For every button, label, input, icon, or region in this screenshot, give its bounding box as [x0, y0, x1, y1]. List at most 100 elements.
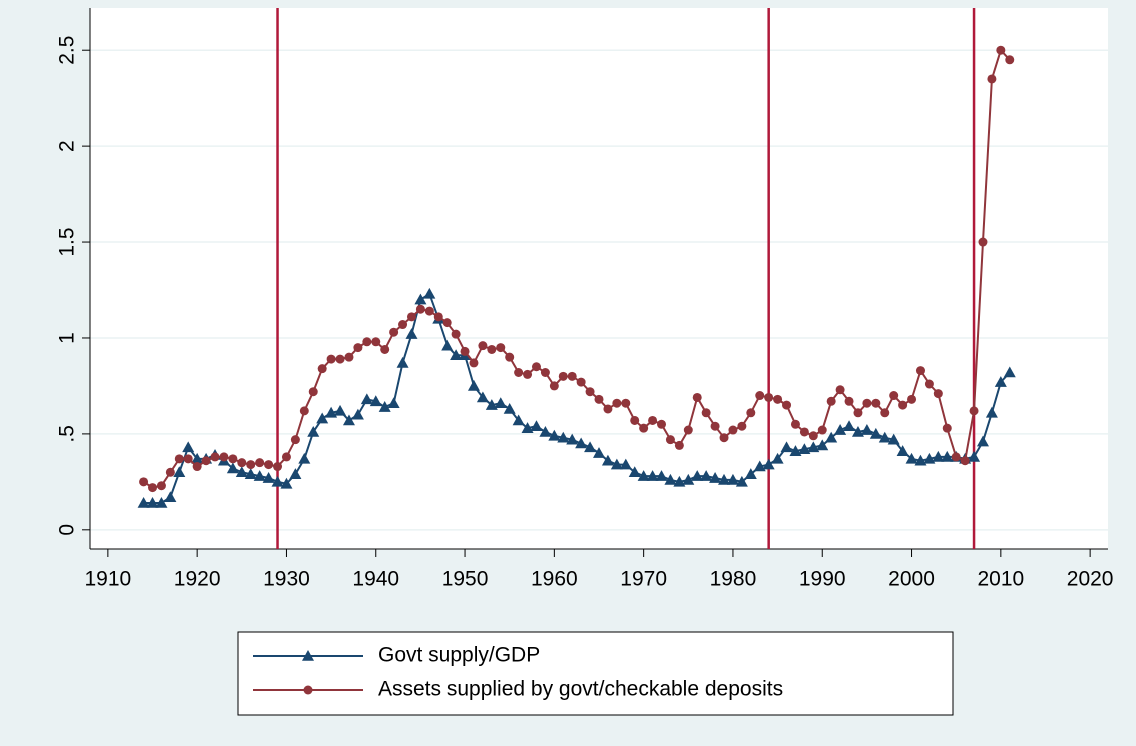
marker: [843, 420, 856, 432]
x-tick-label: 2000: [888, 568, 935, 591]
marker: [610, 458, 623, 470]
marker: [646, 470, 659, 481]
marker: [835, 385, 845, 395]
marker: [487, 344, 497, 354]
marker: [290, 435, 300, 445]
marker: [718, 473, 731, 485]
marker: [985, 406, 998, 418]
marker: [505, 352, 515, 362]
marker: [191, 452, 204, 464]
marker: [709, 472, 722, 483]
marker: [512, 414, 525, 426]
marker: [478, 341, 488, 351]
y-tick-label: 1.5: [56, 227, 79, 256]
marker: [326, 354, 336, 364]
marker: [601, 454, 614, 466]
marker: [594, 394, 604, 404]
marker: [851, 425, 864, 437]
marker: [612, 398, 622, 408]
marker: [1005, 55, 1015, 65]
y-tick-label: 2.5: [56, 36, 79, 65]
marker: [155, 496, 168, 508]
marker: [817, 425, 827, 435]
marker: [380, 344, 390, 354]
marker: [371, 337, 381, 347]
marker: [451, 329, 461, 339]
marker: [378, 401, 391, 412]
marker: [657, 419, 667, 429]
y-tick-label: .5: [56, 425, 79, 443]
x-tick-label: 1970: [620, 568, 667, 591]
marker: [773, 394, 783, 404]
marker: [201, 456, 211, 466]
marker: [951, 452, 961, 462]
y-tick-label: 2: [56, 140, 79, 152]
marker: [905, 452, 918, 464]
marker: [914, 454, 927, 466]
marker: [567, 371, 577, 381]
marker: [271, 475, 284, 487]
marker: [648, 415, 658, 425]
marker: [415, 304, 425, 314]
marker: [307, 425, 320, 437]
marker: [235, 466, 248, 478]
marker: [317, 364, 327, 374]
marker: [737, 421, 747, 431]
marker: [665, 435, 675, 445]
x-tick-label: 2010: [977, 568, 1024, 591]
marker: [753, 460, 766, 472]
marker: [728, 425, 738, 435]
marker: [514, 368, 524, 378]
marker: [405, 328, 418, 339]
marker: [853, 408, 863, 418]
marker: [302, 650, 314, 661]
marker: [253, 470, 266, 481]
marker: [907, 394, 917, 404]
marker: [280, 477, 293, 489]
marker: [871, 398, 881, 408]
marker: [744, 468, 757, 479]
marker: [692, 392, 702, 402]
x-tick-label: 1960: [531, 568, 578, 591]
marker: [799, 427, 809, 437]
marker: [237, 458, 247, 468]
marker: [960, 456, 970, 466]
marker: [496, 343, 506, 353]
marker: [816, 439, 829, 451]
marker: [441, 339, 454, 351]
marker: [584, 441, 597, 453]
marker: [896, 445, 909, 456]
marker: [701, 408, 711, 418]
marker: [246, 460, 256, 470]
marker: [467, 379, 480, 391]
marker: [192, 462, 202, 472]
marker: [182, 441, 195, 453]
marker: [262, 472, 275, 483]
x-tick-label: 1920: [174, 568, 221, 591]
marker: [923, 452, 936, 464]
x-tick-label: 2020: [1067, 568, 1114, 591]
marker: [396, 356, 409, 368]
marker: [746, 408, 756, 418]
marker: [210, 452, 220, 462]
marker: [924, 379, 934, 389]
plot-area: [90, 8, 1108, 549]
marker: [289, 468, 302, 479]
marker: [351, 408, 364, 420]
marker: [682, 473, 695, 485]
marker: [869, 427, 882, 439]
marker: [933, 389, 943, 399]
marker: [316, 412, 329, 424]
marker: [530, 420, 543, 432]
marker: [691, 470, 704, 481]
x-tick-label: 1980: [710, 568, 757, 591]
marker: [834, 424, 847, 435]
marker: [137, 496, 150, 508]
marker: [174, 454, 184, 464]
marker: [460, 346, 470, 356]
marker: [303, 685, 313, 695]
marker: [1003, 366, 1016, 378]
x-tick-label: 1930: [263, 568, 310, 591]
marker: [762, 458, 775, 470]
x-tick-label: 1950: [442, 568, 489, 591]
